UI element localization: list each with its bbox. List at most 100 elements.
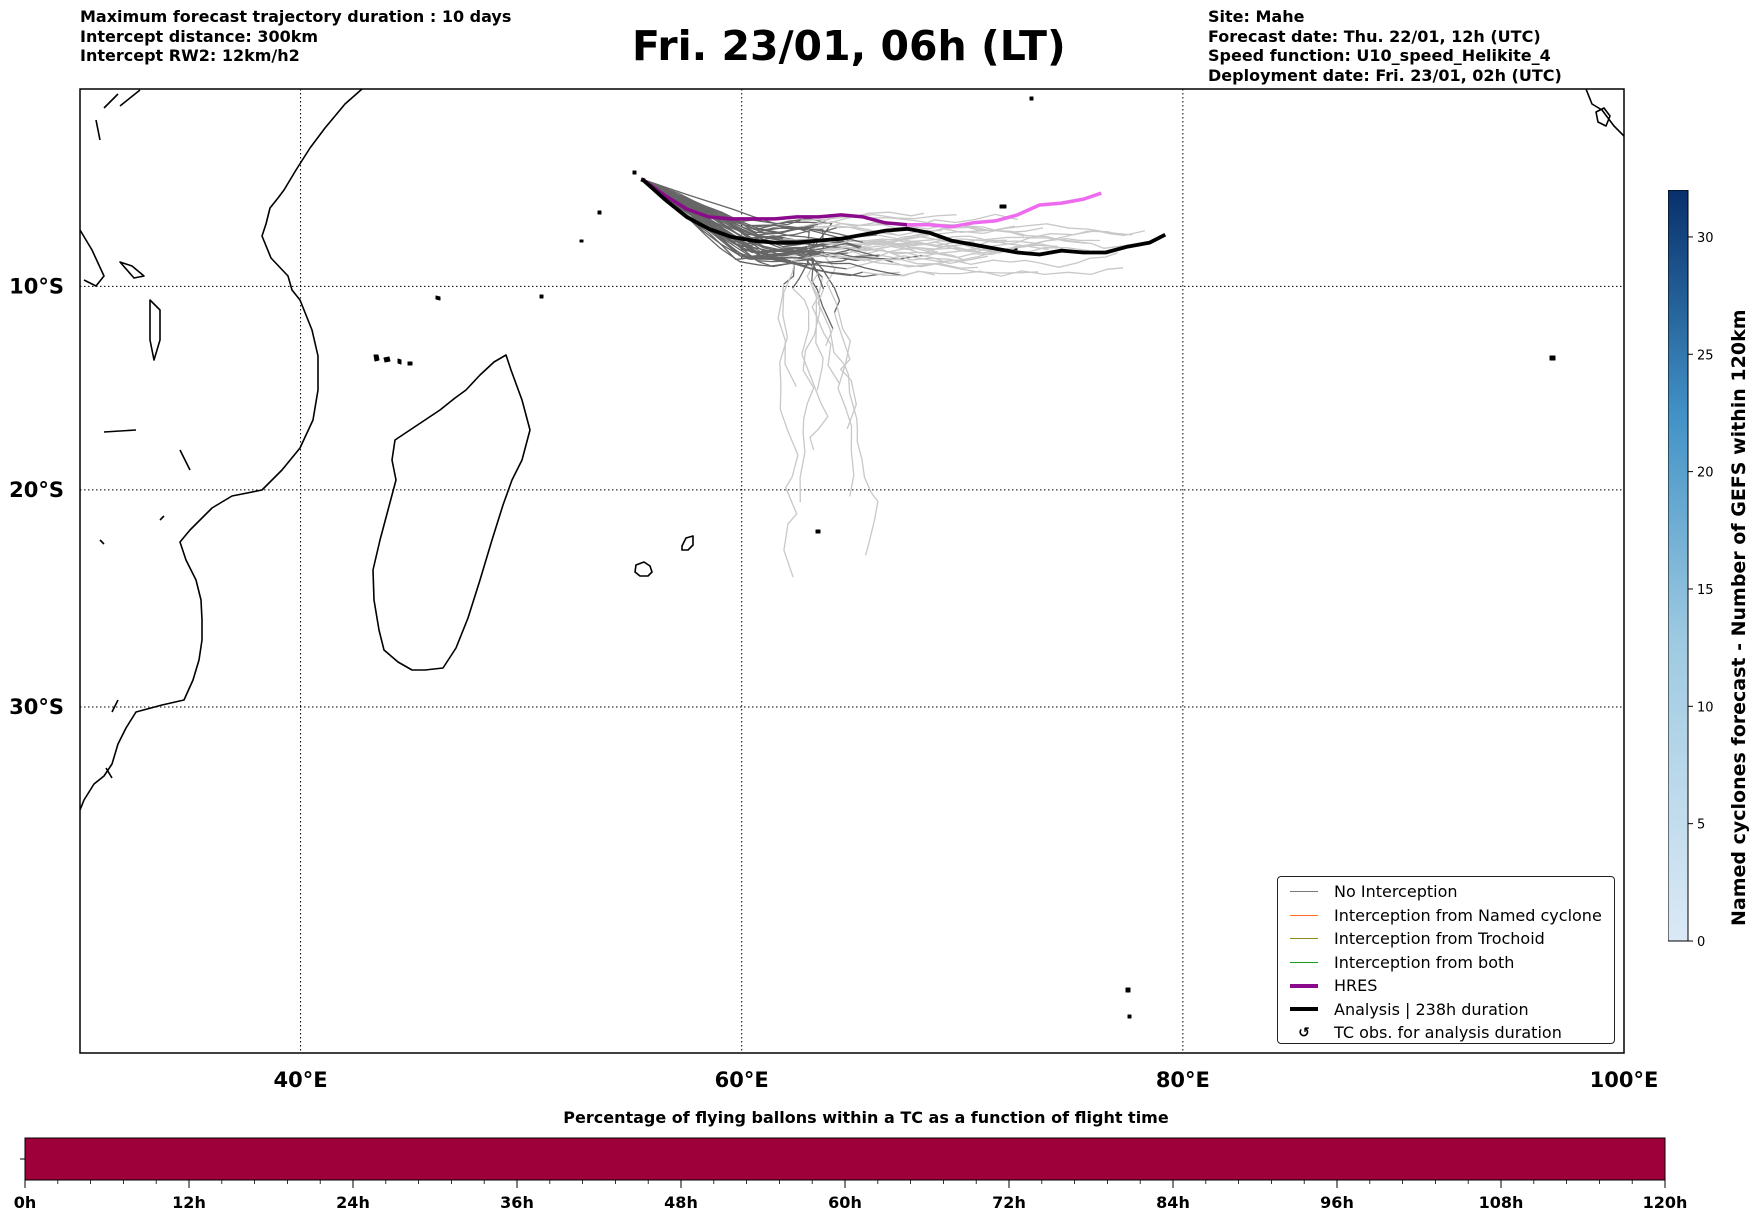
ensemble-trajectory-late [878, 237, 1137, 258]
analysis-trajectory [641, 177, 1167, 257]
colorbar-vertical-tick-label: 0 [1697, 935, 1705, 950]
colorbar-horizontal-tick-label: 84h [1156, 1193, 1190, 1212]
trajectories [641, 177, 1167, 578]
coastlines [80, 89, 1624, 1019]
ensemble-trajectory-early [642, 178, 837, 234]
colorbar-horizontal: 0h 12h 24h 36h 48h 60h 72h 84h 96h 108h 120h [14, 1137, 1688, 1212]
header-line-speed-function: Speed function: U10_speed_Helikite_4 [1208, 46, 1551, 65]
lat-label: 30°S [9, 695, 64, 719]
colorbar-horizontal-tick-label: 48h [664, 1193, 698, 1212]
ensemble-trajectory-late [822, 246, 1090, 259]
legend-label: HRES [1334, 976, 1378, 996]
colorbar-horizontal-title: Percentage of flying ballons within a TC… [563, 1108, 1169, 1127]
header-line-rw2: Intercept RW2: 12km/h2 [80, 46, 300, 65]
header-line-duration: Maximum forecast trajectory duration : 1… [80, 7, 512, 26]
legend-line-swatch [1284, 961, 1324, 963]
longitude-labels: 40°E 60°E 80°E 100°E [274, 1068, 1659, 1092]
legend-line-swatch [1284, 938, 1324, 940]
legend-line-swatch [1284, 1007, 1324, 1012]
colorbar-vertical-tick-label: 20 [1697, 466, 1714, 481]
colorbar-horizontal-tick-label: 72h [992, 1193, 1026, 1212]
reunion-island [634, 561, 653, 577]
lake-victoria [149, 299, 161, 361]
ensemble-trajectory-late [879, 254, 901, 260]
legend-item: HRES [1284, 974, 1608, 998]
legend: No Interception Interception from Named c… [1277, 876, 1615, 1044]
colorbar-horizontal-tick-label: 24h [336, 1193, 370, 1212]
west-fragments [80, 89, 145, 287]
ensemble-trajectory-late [820, 253, 866, 262]
ensemble-trajectory-late [790, 252, 1039, 274]
legend-label: TC obs. for analysis duration [1334, 1023, 1562, 1043]
header-info-left: Maximum forecast trajectory duration : 1… [80, 7, 511, 66]
comoros-islands [373, 354, 413, 366]
ensemble-trajectory-late [921, 254, 989, 265]
lat-label: 20°S [9, 478, 64, 502]
colorbar-horizontal-tick-label: 120h [1643, 1193, 1688, 1212]
hres-trajectory-early [641, 177, 908, 227]
legend-item: Interception from both [1284, 951, 1608, 975]
map-frame [79, 88, 1625, 1054]
header-info-right: Site: Mahe Forecast date: Thu. 22/01, 12… [1208, 7, 1562, 85]
colorbar-horizontal-tick-label: 108h [1479, 1193, 1524, 1212]
africa-coastline [80, 89, 363, 811]
ensemble-trajectory-late [817, 288, 879, 556]
colorbar-vertical-tick-label: 5 [1697, 818, 1705, 833]
colorbar-vertical-bar [1668, 190, 1689, 942]
ensemble-trajectory-late [827, 211, 925, 225]
colorbar-horizontal-tick-label: 12h [172, 1193, 206, 1212]
header-line-forecast-date: Forecast date: Thu. 22/01, 12h (UTC) [1208, 26, 1541, 46]
madagascar-coastline [372, 354, 531, 671]
ensemble-trajectory-late [877, 230, 1125, 243]
colorbar-vertical: 0 5 10 15 20 25 30 [1668, 190, 1714, 950]
legend-label: Interception from both [1334, 952, 1515, 972]
arabian-coast [1585, 89, 1624, 137]
colorbar-horizontal-tick-label: 60h [828, 1193, 862, 1212]
ensemble-trajectory-early [642, 178, 860, 258]
island-ne [1595, 107, 1611, 127]
ensemble-trajectory-early [642, 178, 903, 277]
legend-item: ↺ TC obs. for analysis duration [1284, 1021, 1608, 1045]
legend-item: Interception from Named cyclone [1284, 904, 1608, 928]
mauritius-island [681, 535, 694, 551]
legend-item: No Interception [1284, 880, 1608, 904]
ensemble-trajectory-late [822, 254, 855, 497]
colorbar-vertical-tick-label: 25 [1697, 348, 1714, 363]
ensemble-trajectory-late [861, 237, 1100, 254]
lon-label: 40°E [274, 1068, 328, 1092]
colorbar-horizontal-tick-label: 0h [14, 1193, 37, 1212]
legend-label: Analysis | 238h duration [1334, 999, 1529, 1019]
page-title: Fri. 23/01, 06h (LT) [632, 22, 1066, 70]
ensemble-trajectory-late [817, 221, 1044, 234]
ensemble-trajectory-late [849, 249, 1118, 268]
ensemble-trajectory-late [777, 284, 797, 387]
ensemble-trajectory-late [806, 264, 840, 384]
legend-label: No Interception [1334, 882, 1458, 902]
colorbar-horizontal-tick-label: 36h [500, 1193, 534, 1212]
ensemble-trajectory-late [792, 287, 829, 451]
ensemble-trajectory-late [825, 328, 834, 347]
ensemble-trajectory-late [795, 213, 957, 229]
ensemble-trajectory-late [799, 277, 824, 503]
ensemble-trajectory-late [859, 236, 1007, 249]
colorbar-vertical-tick-label: 10 [1697, 700, 1714, 715]
lon-label: 100°E [1590, 1068, 1659, 1092]
hres-trajectory-late [907, 191, 1102, 229]
lat-label: 10°S [9, 274, 64, 298]
legend-label: Interception from Named cyclone [1334, 905, 1602, 925]
legend-item: Analysis | 238h duration [1284, 998, 1608, 1022]
lon-label: 80°E [1156, 1068, 1210, 1092]
header-line-distance: Intercept distance: 300km [80, 26, 319, 46]
tc-obs-icon: ↺ [1298, 1024, 1310, 1041]
latitude-labels: 10°S 20°S 30°S [9, 274, 64, 719]
legend-line-swatch [1284, 914, 1324, 916]
header-line-deployment-date: Deployment date: Fri. 23/01, 02h (UTC) [1208, 65, 1562, 85]
colorbar-vertical-label: Named cyclones forecast - Number of GEFS… [1728, 309, 1750, 926]
legend-line-swatch [1284, 983, 1324, 988]
colorbar-vertical-tick-label: 30 [1697, 231, 1714, 246]
legend-line-swatch [1284, 891, 1324, 893]
ensemble-trajectory-late [862, 267, 1124, 277]
legend-label: Interception from Trochoid [1334, 929, 1545, 949]
ensemble-trajectory-late [779, 247, 799, 578]
lon-label: 60°E [715, 1068, 769, 1092]
